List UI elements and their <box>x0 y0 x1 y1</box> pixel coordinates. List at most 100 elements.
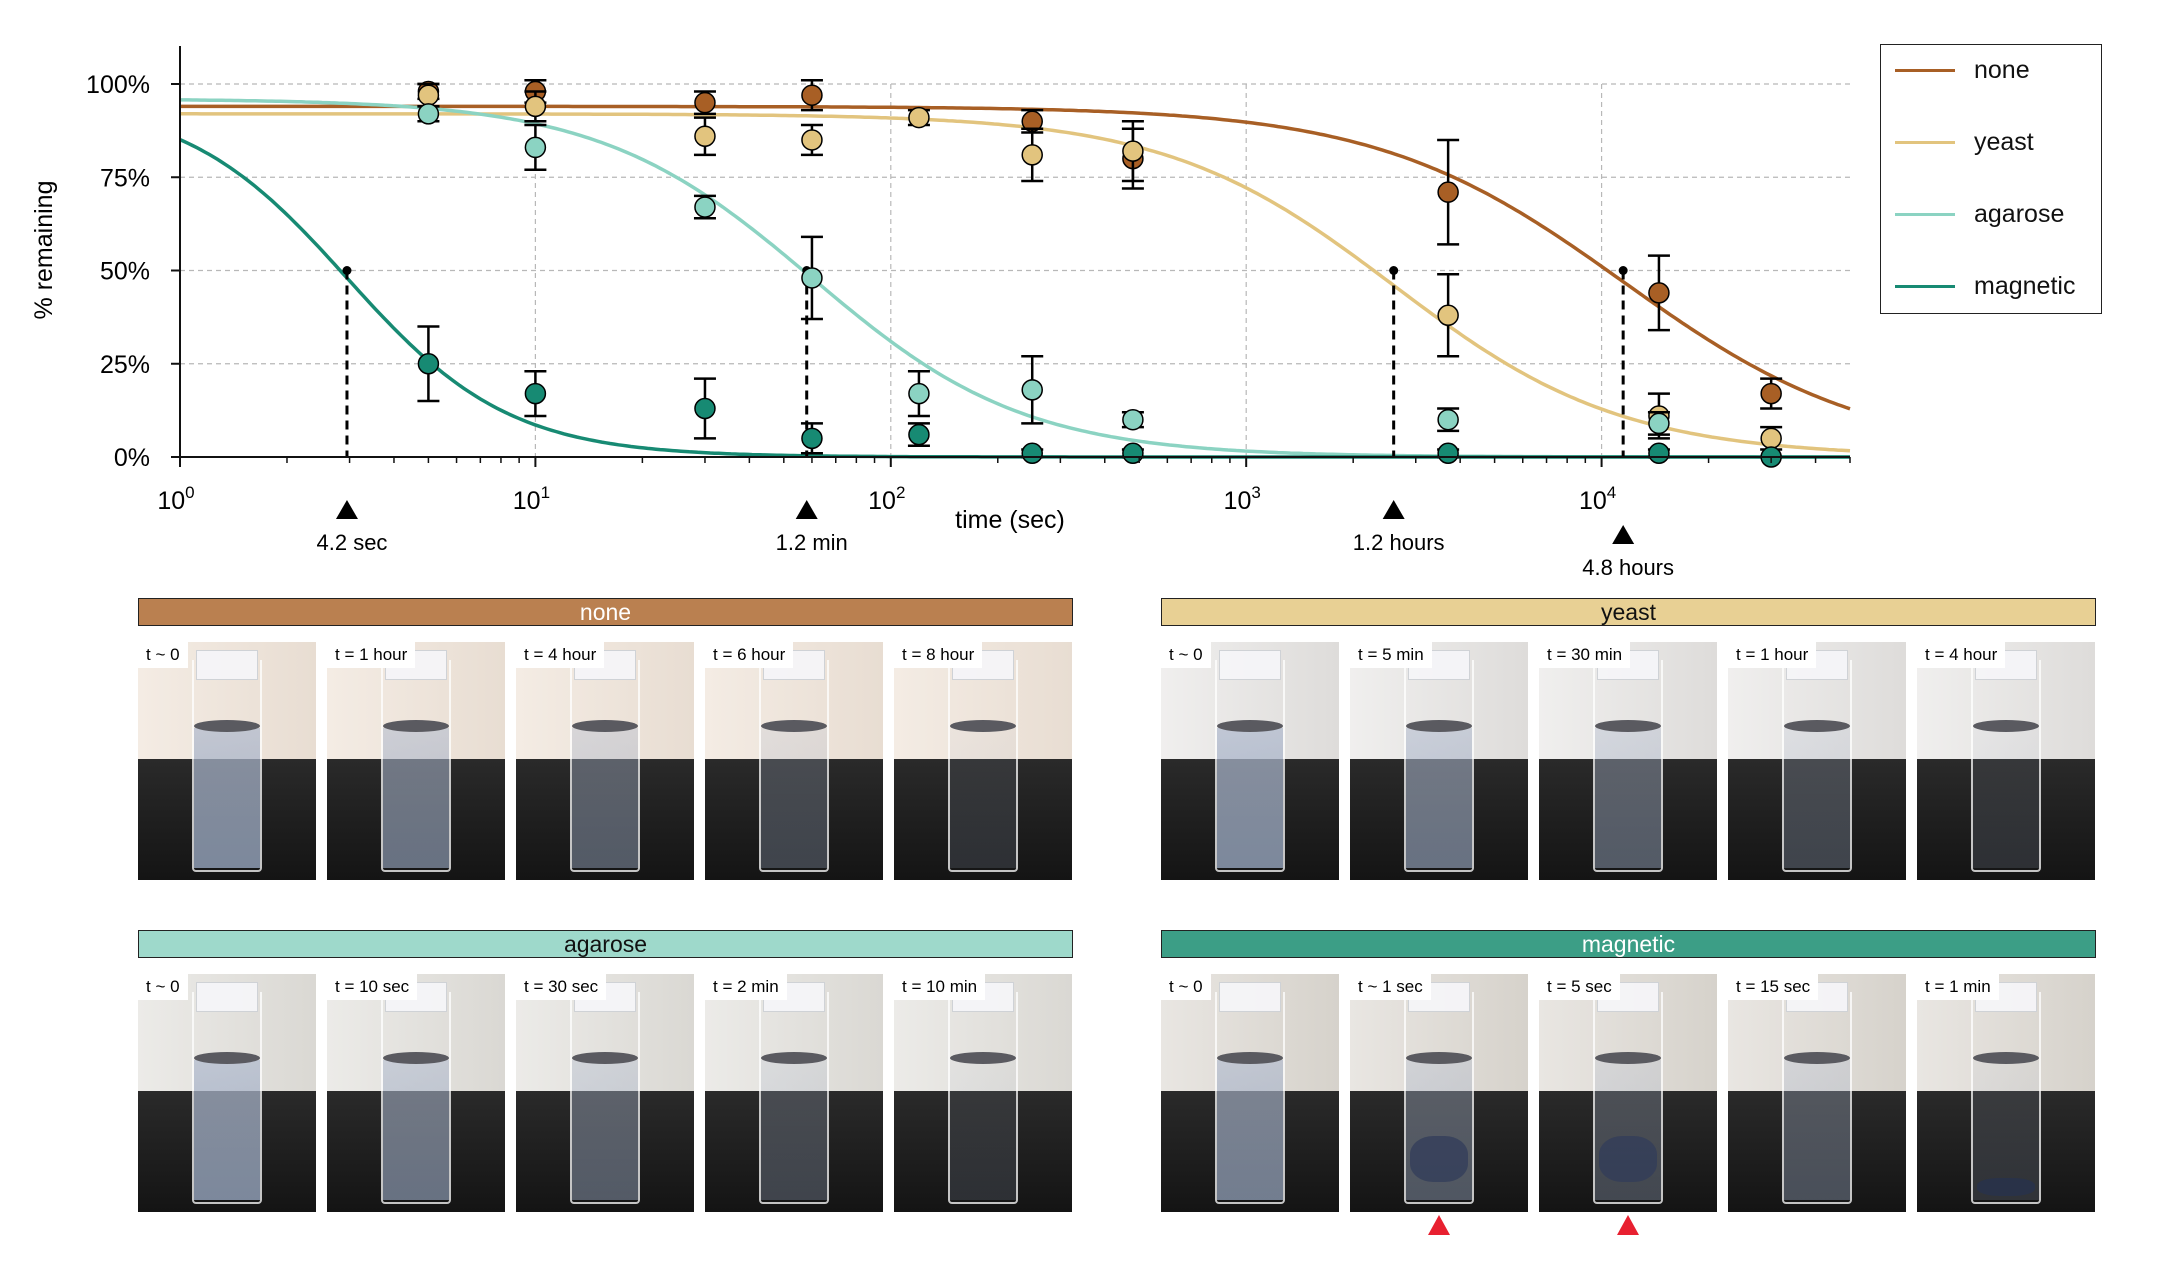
data-point-agarose <box>1021 379 1043 401</box>
panel-title-yeast: yeast <box>1161 598 2096 626</box>
photo-time-label: t = 1 hour <box>327 642 416 668</box>
cuvette-liquid <box>761 728 827 868</box>
photo-yeast-0: t ~ 0 <box>1161 642 1339 880</box>
fit-curve-none <box>180 104 1851 411</box>
cuvette-cap <box>196 650 258 680</box>
y-tick-label: 0% <box>114 444 150 472</box>
photo-none-3: t = 6 hour <box>705 642 883 880</box>
photo-yeast-3: t = 1 hour <box>1728 642 1906 880</box>
halflife-label: 4.8 hours <box>1582 555 1674 580</box>
y-tick-label: 50% <box>100 258 150 286</box>
cuvette-meniscus <box>383 720 449 732</box>
photo-yeast-4: t = 4 hour <box>1917 642 2095 880</box>
cuvette <box>759 660 829 872</box>
cuvette-liquid <box>383 728 449 868</box>
photo-time-label: t = 2 min <box>705 974 787 1000</box>
cuvette-liquid <box>950 728 1016 868</box>
fit-curve-yeast <box>180 112 1851 453</box>
photo-time-label: t = 5 min <box>1350 642 1432 668</box>
cuvette-liquid <box>383 1060 449 1200</box>
cuvette-meniscus <box>1406 1052 1472 1064</box>
cuvette-liquid <box>572 728 638 868</box>
data-point-magnetic <box>1648 442 1670 465</box>
cuvette-meniscus <box>572 720 638 732</box>
photo-magnetic-1: t ~ 1 sec <box>1350 974 1528 1212</box>
data-point-none <box>1437 181 1459 203</box>
y-tick-label: 25% <box>100 351 150 379</box>
cuvette-meniscus <box>1784 720 1850 732</box>
halflife-dot <box>342 266 352 275</box>
photo-time-label: t ~ 0 <box>138 642 188 668</box>
photo-agarose-2: t = 30 sec <box>516 974 694 1212</box>
photo-magnetic-2: t = 5 sec <box>1539 974 1717 1212</box>
photo-time-label: t ~ 0 <box>138 974 188 1000</box>
photo-none-2: t = 4 hour <box>516 642 694 880</box>
photo-time-label: t = 1 hour <box>1728 642 1817 668</box>
cuvette-cap <box>1219 982 1281 1012</box>
bench-surface <box>516 1091 694 1212</box>
photo-none-1: t = 1 hour <box>327 642 505 880</box>
panel-title-agarose: agarose <box>138 930 1073 958</box>
legend-label: none <box>1974 56 2030 84</box>
data-point-agarose <box>1437 408 1459 431</box>
photo-time-label: t = 8 hour <box>894 642 983 668</box>
cuvette-liquid <box>194 728 260 868</box>
cuvette <box>1782 992 1852 1204</box>
cuvette <box>1593 992 1663 1204</box>
decay-chart: 4.2 sec 1.2 min 1.2 hours 4.8 hours 0% 25% 50… <box>30 46 1851 580</box>
cuvette <box>192 992 262 1204</box>
bench-surface <box>705 1091 883 1212</box>
data-point-yeast <box>801 129 823 151</box>
cuvette <box>1215 992 1285 1204</box>
photo-magnetic-0: t ~ 0 <box>1161 974 1339 1212</box>
data-point-yeast <box>1021 144 1043 166</box>
photo-time-label: t ~ 0 <box>1161 642 1211 668</box>
cuvette-liquid <box>1784 1060 1850 1200</box>
cuvette-cap <box>1219 650 1281 680</box>
data-point-yeast <box>1437 304 1459 327</box>
data-point-none <box>1760 382 1782 405</box>
x-tick-label: 102 <box>868 483 905 515</box>
halflife-arrow <box>335 500 358 519</box>
data-point-yeast <box>1760 427 1782 450</box>
x-tick-label: 104 <box>1579 483 1616 515</box>
photo-time-label: t = 30 sec <box>516 974 607 1000</box>
cuvette-meniscus <box>761 720 827 732</box>
bench-surface <box>1728 759 1906 880</box>
photo-yeast-1: t = 5 min <box>1350 642 1528 880</box>
bench-surface <box>1539 759 1717 880</box>
halflife-label: 1.2 hours <box>1353 530 1445 555</box>
cuvette <box>759 992 829 1204</box>
photo-yeast-2: t = 30 min <box>1539 642 1717 880</box>
cuvette <box>381 992 451 1204</box>
data-point-magnetic <box>1021 442 1043 465</box>
y-tick-label: 75% <box>100 164 150 192</box>
legend-item-magnetic: magnetic <box>1881 271 2101 301</box>
legend-label: agarose <box>1974 200 2065 228</box>
x-tick-label: 100 <box>157 483 194 515</box>
x-axis-label: time (sec) <box>955 506 1065 534</box>
cuvette-meniscus <box>1784 1052 1850 1064</box>
photo-time-label: t = 1 min <box>1917 974 1999 1000</box>
data-point-magnetic <box>908 423 930 446</box>
data-point-agarose <box>1648 412 1670 435</box>
photo-time-label: t = 4 hour <box>516 642 605 668</box>
halflife-label: 1.2 min <box>776 530 848 555</box>
halflife-arrow <box>1612 525 1635 544</box>
photo-time-label: t = 10 min <box>894 974 986 1000</box>
cuvette-meniscus <box>1217 720 1283 732</box>
data-point-yeast <box>1122 140 1144 162</box>
fit-curves <box>179 98 1851 459</box>
data-point-magnetic <box>801 427 823 450</box>
data-point-agarose <box>524 136 547 159</box>
halflife-dot <box>1618 266 1628 275</box>
photo-time-label: t ~ 0 <box>1161 974 1211 1000</box>
photo-time-label: t = 4 hour <box>1917 642 2006 668</box>
photo-agarose-4: t = 10 min <box>894 974 1072 1212</box>
photo-none-4: t = 8 hour <box>894 642 1072 880</box>
data-point-agarose <box>1122 408 1144 431</box>
cuvette-meniscus <box>1595 720 1661 732</box>
cuvette-meniscus <box>194 720 260 732</box>
photo-time-label: t = 5 sec <box>1539 974 1620 1000</box>
cuvette-meniscus <box>950 720 1016 732</box>
